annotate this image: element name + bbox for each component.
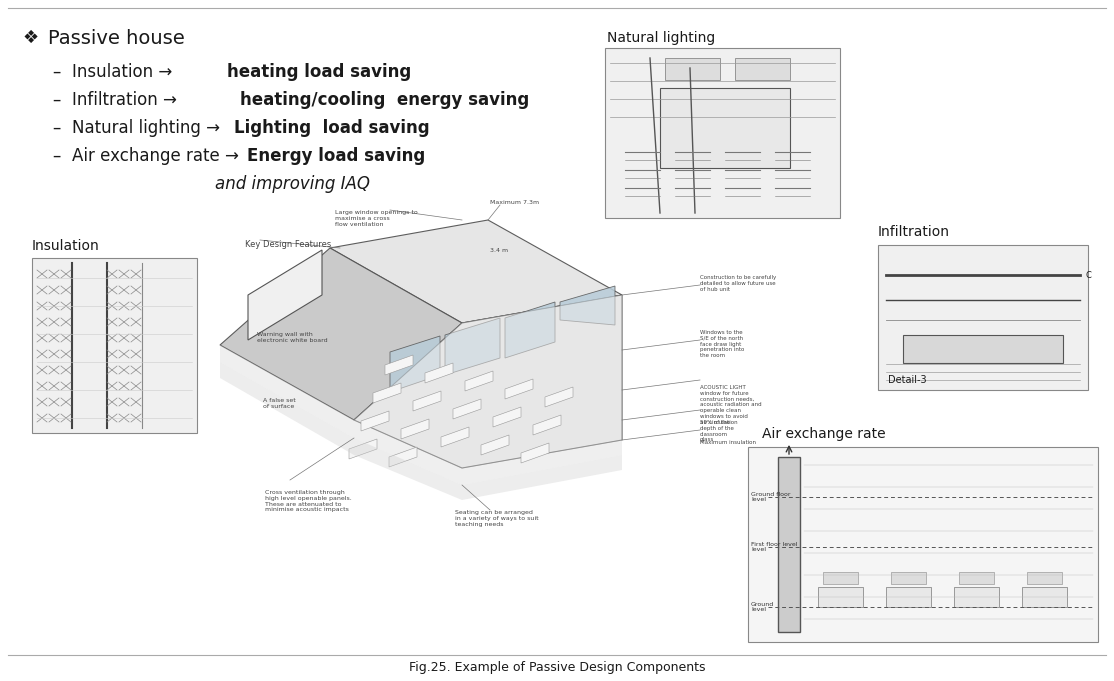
Text: A false set
of surface: A false set of surface — [263, 398, 295, 409]
Bar — [959, 572, 994, 584]
Text: Cross ventilation through
high level openable panels.
These are attenuated to
mi: Cross ventilation through high level ope… — [265, 490, 352, 512]
Text: Ground floor
level: Ground floor level — [751, 492, 791, 503]
Polygon shape — [349, 439, 377, 459]
Polygon shape — [532, 415, 561, 435]
Polygon shape — [521, 443, 549, 463]
Polygon shape — [219, 248, 462, 420]
Polygon shape — [560, 286, 615, 325]
Text: Fig.25. Example of Passive Design Components: Fig.25. Example of Passive Design Compon… — [409, 661, 705, 674]
Text: Passive house: Passive house — [48, 29, 185, 48]
Text: 3.4 m: 3.4 m — [490, 248, 508, 253]
Polygon shape — [413, 391, 441, 411]
Polygon shape — [390, 336, 440, 392]
Text: Natural lighting →: Natural lighting → — [72, 119, 219, 137]
Bar — [778, 457, 800, 632]
Text: Insulation: Insulation — [32, 239, 100, 253]
Polygon shape — [441, 427, 469, 447]
Text: –: – — [52, 147, 60, 165]
Bar — [818, 587, 863, 607]
Bar — [735, 58, 790, 80]
Polygon shape — [248, 250, 322, 340]
Bar — [665, 58, 720, 80]
Text: –: – — [52, 119, 60, 137]
Polygon shape — [481, 435, 509, 455]
Bar — [891, 572, 926, 584]
Bar — [747, 447, 1098, 642]
Text: ❖: ❖ — [22, 29, 38, 47]
Text: Air exchange rate: Air exchange rate — [762, 427, 886, 441]
Polygon shape — [426, 363, 453, 383]
Text: Natural lighting: Natural lighting — [607, 31, 715, 45]
Bar — [32, 258, 197, 433]
Bar — [886, 587, 931, 607]
Text: Warning wall with
electronic white board: Warning wall with electronic white board — [257, 332, 328, 343]
Polygon shape — [444, 318, 500, 375]
Text: Key Design Features: Key Design Features — [245, 240, 331, 249]
Text: –: – — [52, 63, 60, 81]
Text: Maximum 7.3m: Maximum 7.3m — [490, 200, 539, 205]
Text: Infiltration →: Infiltration → — [72, 91, 182, 109]
Polygon shape — [219, 362, 622, 500]
Text: Large window openings to
maximise a cross
flow ventilation: Large window openings to maximise a cros… — [335, 210, 418, 227]
Polygon shape — [385, 355, 413, 375]
Polygon shape — [505, 379, 532, 399]
Polygon shape — [465, 371, 494, 391]
Bar — [659, 88, 790, 168]
Polygon shape — [219, 345, 622, 485]
Text: Energy load saving: Energy load saving — [247, 147, 426, 165]
Text: Ground
level: Ground level — [751, 601, 774, 612]
Bar — [954, 587, 999, 607]
Text: heating/cooling  energy saving: heating/cooling energy saving — [240, 91, 529, 109]
Polygon shape — [373, 383, 401, 403]
Polygon shape — [401, 419, 429, 439]
Polygon shape — [505, 302, 555, 358]
Text: Air exchange rate →: Air exchange rate → — [72, 147, 238, 165]
Bar — [903, 335, 1063, 363]
Polygon shape — [453, 399, 481, 419]
Text: First floor level
level: First floor level level — [751, 541, 798, 552]
Polygon shape — [389, 447, 417, 467]
Bar — [605, 48, 840, 218]
Text: –: – — [52, 91, 60, 109]
Text: Maximum insulation: Maximum insulation — [700, 440, 756, 445]
Text: and improving IAQ: and improving IAQ — [215, 175, 370, 193]
Text: Detail-3: Detail-3 — [888, 375, 927, 385]
Bar — [1027, 572, 1062, 584]
Text: Lighting  load saving: Lighting load saving — [234, 119, 430, 137]
Bar — [1022, 587, 1067, 607]
Polygon shape — [361, 411, 389, 431]
Text: Insulation →: Insulation → — [72, 63, 177, 81]
Polygon shape — [330, 220, 622, 323]
Polygon shape — [354, 295, 622, 468]
Bar — [878, 245, 1088, 390]
Text: ACOUSTIC LIGHT
window for future
construction needs,
acoustic radiation and
oper: ACOUSTIC LIGHT window for future constru… — [700, 385, 762, 425]
Text: Seating can be arranged
in a variety of ways to suit
teaching needs: Seating can be arranged in a variety of … — [455, 510, 539, 526]
Text: C: C — [1085, 270, 1091, 279]
Text: 50% of the
depth of the
classroom
glass: 50% of the depth of the classroom glass — [700, 420, 734, 443]
Text: Construction to be carefully
detailed to allow future use
of hub unit: Construction to be carefully detailed to… — [700, 275, 776, 291]
Text: heating load saving: heating load saving — [227, 63, 411, 81]
Polygon shape — [494, 407, 521, 427]
Text: Windows to the
S/E of the north
face draw light
penetration into
the room: Windows to the S/E of the north face dra… — [700, 330, 744, 358]
Text: Infiltration: Infiltration — [878, 225, 950, 239]
Polygon shape — [354, 295, 622, 468]
Polygon shape — [545, 387, 573, 407]
Bar — [823, 572, 858, 584]
